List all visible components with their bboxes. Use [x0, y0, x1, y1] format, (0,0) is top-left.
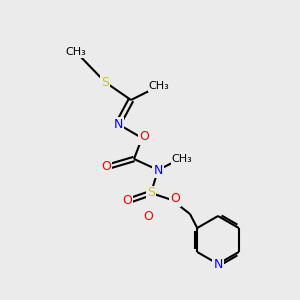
Text: N: N: [153, 164, 163, 176]
Text: O: O: [122, 194, 132, 206]
Text: S: S: [147, 187, 155, 200]
Text: O: O: [170, 193, 180, 206]
Text: N: N: [113, 118, 123, 130]
Text: CH₃: CH₃: [172, 154, 192, 164]
Text: O: O: [139, 130, 149, 143]
Text: O: O: [101, 160, 111, 172]
Text: S: S: [101, 76, 109, 88]
Text: N: N: [213, 259, 223, 272]
Text: O: O: [143, 209, 153, 223]
Text: CH₃: CH₃: [66, 47, 86, 57]
Text: CH₃: CH₃: [148, 81, 170, 91]
